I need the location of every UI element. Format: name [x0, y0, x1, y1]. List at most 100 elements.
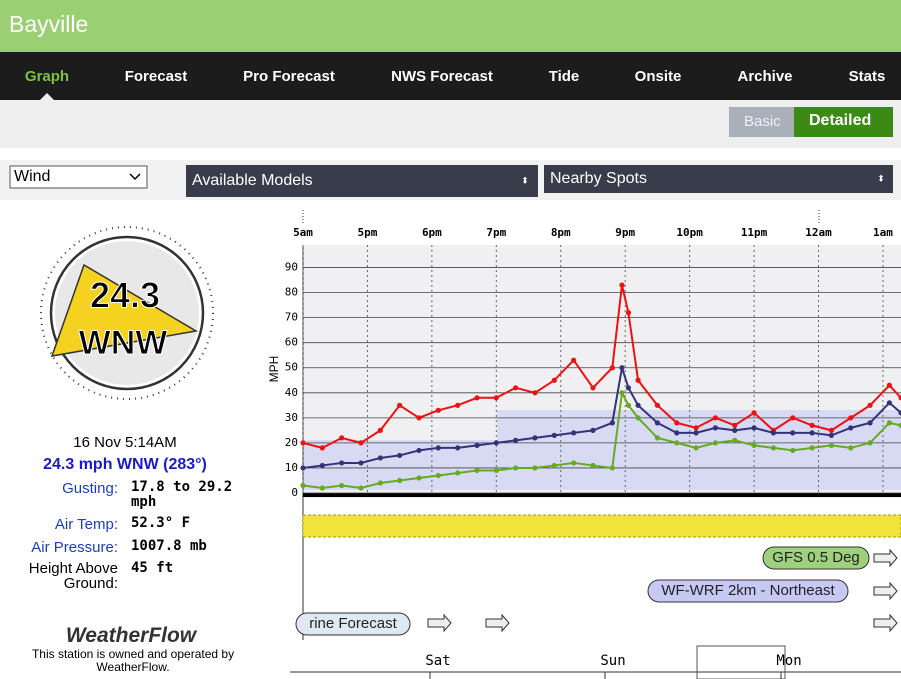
nav-item[interactable]: Onsite [634, 68, 682, 85]
day-label: Sun [600, 653, 625, 669]
day-label: Sat [425, 653, 450, 669]
series-point [532, 465, 538, 471]
detail-label: Air Temp: [54, 516, 118, 533]
series-point [619, 365, 625, 371]
series-point [848, 425, 854, 431]
model-pill[interactable] [647, 579, 849, 603]
series-point [571, 357, 577, 363]
nav-item[interactable]: Tide [548, 68, 580, 85]
series-point [300, 465, 306, 471]
model-pill[interactable] [762, 546, 870, 570]
series-point [571, 430, 577, 436]
series-point [867, 440, 873, 446]
x-tick-label: 11pm [741, 226, 768, 239]
detail-value: 45 ft [131, 560, 174, 576]
detailed-button[interactable] [794, 107, 893, 137]
series-point [474, 442, 480, 449]
series-point [397, 402, 403, 408]
series-point [790, 415, 796, 421]
series-point [455, 470, 461, 476]
detailed-label[interactable]: Detailed [809, 112, 872, 129]
series-point [809, 445, 815, 451]
basic-button[interactable] [729, 107, 794, 137]
spots-select[interactable] [544, 165, 893, 193]
series-point [339, 482, 345, 489]
series-point [493, 467, 499, 474]
series-point [809, 430, 815, 436]
models-select-label[interactable]: Available Models [192, 172, 313, 189]
series-point [513, 385, 519, 391]
series-point [712, 415, 719, 421]
series-point [358, 460, 364, 466]
nav-item[interactable]: NWS Forecast [391, 68, 493, 85]
series-point [770, 430, 777, 436]
series-point [397, 477, 403, 484]
x-tick-label: 10pm [676, 226, 703, 239]
series-point [619, 282, 625, 288]
series-point [300, 440, 306, 446]
detail-label: Gusting: [62, 480, 118, 497]
x-tick-label: 7pm [486, 226, 506, 239]
header-bar [0, 0, 901, 52]
nav-item[interactable]: Forecast [124, 68, 188, 85]
series-point [732, 422, 738, 428]
series-point [377, 480, 383, 486]
series-point [571, 460, 577, 466]
wind-select-label[interactable]: Wind [14, 168, 51, 185]
series-point [590, 462, 596, 469]
nav-item[interactable]: Pro Forecast [243, 68, 335, 85]
speed: 24.3 [90, 275, 160, 316]
range-window[interactable] [696, 645, 786, 679]
model-label: rine Forecast [309, 615, 397, 632]
select-arrow [129, 173, 141, 181]
chart: GFS 0.5 Deg WF-WRF 2km - Northeast rine Fo… [267, 226, 901, 679]
series-point [898, 395, 901, 401]
series-point [551, 432, 557, 438]
series-point [654, 402, 661, 408]
series-point [416, 415, 422, 421]
model-pill[interactable] [295, 612, 411, 636]
models-select[interactable] [186, 165, 538, 197]
model-label: WF-WRF 2km - Northeast [661, 582, 835, 599]
series-point [828, 432, 835, 438]
series-point [654, 420, 661, 426]
credit: This station is owned and operated by We… [31, 647, 235, 674]
series-point [635, 415, 641, 421]
series-point [625, 385, 632, 391]
series-line [302, 367, 901, 469]
series-point [532, 390, 538, 396]
y-tick-label: 30 [285, 411, 298, 424]
wind-select[interactable] [9, 165, 148, 189]
series-point [319, 445, 325, 451]
detail-label: Height Above Ground: [28, 560, 118, 592]
nav-item[interactable]: Stats [848, 68, 886, 85]
arrow [485, 613, 510, 633]
spots-select-label[interactable]: Nearby Spots [550, 170, 647, 187]
series-point [455, 445, 461, 451]
model-label: GFS 0.5 Deg [772, 549, 860, 566]
nav-item[interactable]: Graph [24, 68, 70, 85]
select-arrow: ⬍ [877, 173, 885, 183]
arrow [427, 613, 452, 633]
series-point [455, 402, 461, 408]
series-point [513, 437, 519, 443]
series-point [625, 310, 632, 316]
series-point [416, 447, 422, 454]
series-point [319, 485, 325, 491]
detail-label: Air Pressure: [31, 539, 118, 556]
series-point [474, 395, 480, 401]
basic-label[interactable]: Basic [744, 113, 781, 130]
series-point [886, 400, 893, 406]
series-point [712, 440, 719, 446]
y-axis-label: MPH [267, 356, 281, 383]
y-tick-label: 80 [285, 286, 298, 299]
arrows [427, 548, 898, 633]
series-point [435, 407, 441, 413]
series-point [770, 445, 777, 451]
series-point [867, 402, 873, 408]
x-tick-label: 1am [873, 226, 893, 239]
detail-value: 1007.8 mb [131, 538, 207, 554]
nav-item[interactable]: Archive [737, 68, 793, 85]
series-point [886, 420, 893, 426]
